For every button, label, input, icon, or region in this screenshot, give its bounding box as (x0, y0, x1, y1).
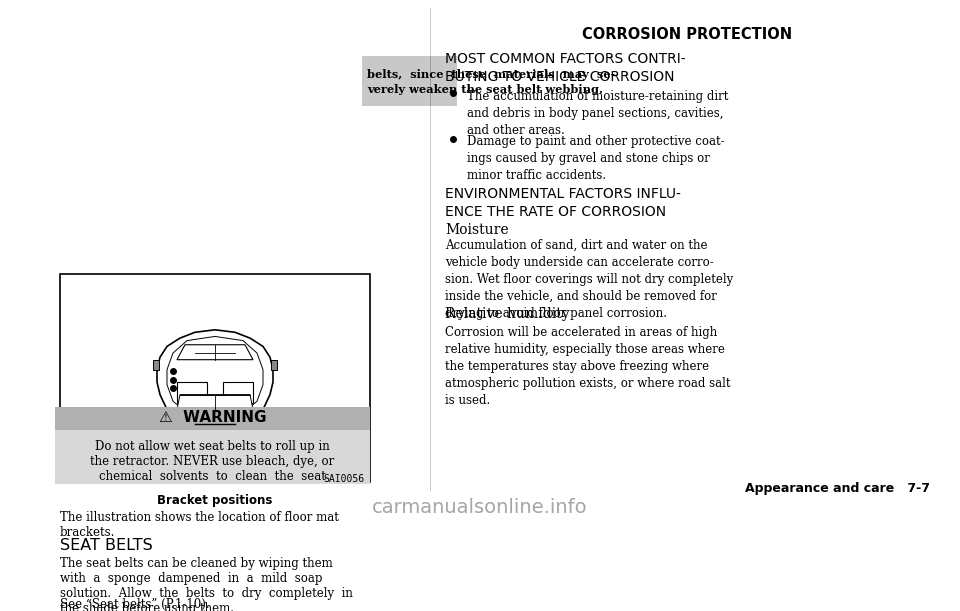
Text: SEAT BELTS: SEAT BELTS (60, 538, 153, 554)
PathPatch shape (177, 345, 253, 360)
Text: Do not allow wet seat belts to roll up in
the retractor. NEVER use bleach, dye, : Do not allow wet seat belts to roll up i… (90, 441, 335, 483)
Bar (153, 360, 159, 370)
Text: ENVIRONMENTAL FACTORS INFLU-
ENCE THE RATE OF CORROSION: ENVIRONMENTAL FACTORS INFLU- ENCE THE RA… (445, 187, 681, 219)
Text: Relative humidity: Relative humidity (445, 307, 569, 321)
Text: The accumulation of moisture-retaining dirt
and debris in body panel sections, c: The accumulation of moisture-retaining d… (467, 90, 729, 137)
Text: Damage to paint and other protective coat-
ings caused by gravel and stone chips: Damage to paint and other protective coa… (467, 136, 725, 183)
Text: carmanualsonline.info: carmanualsonline.info (372, 499, 588, 518)
Text: Bracket positions: Bracket positions (157, 494, 273, 507)
Text: ⚠  WARNING: ⚠ WARNING (158, 409, 266, 425)
Bar (223, 382, 253, 403)
Text: verely weaken the seat belt webbing.: verely weaken the seat belt webbing. (367, 84, 603, 95)
Bar (177, 382, 207, 403)
Text: SAI0056: SAI0056 (324, 474, 365, 483)
Text: Corrosion will be accelerated in areas of high
relative humidity, especially tho: Corrosion will be accelerated in areas o… (445, 326, 731, 407)
Bar (55, 430, 370, 485)
Text: belts,  since  these  materials  may  se-: belts, since these materials may se- (367, 69, 615, 80)
Bar (271, 360, 277, 370)
Text: Moisture: Moisture (445, 222, 509, 236)
Text: CORROSION PROTECTION: CORROSION PROTECTION (583, 27, 793, 42)
Text: The seat belts can be cleaned by wiping them
with  a  sponge  dampened  in  a  m: The seat belts can be cleaned by wiping … (60, 557, 353, 611)
PathPatch shape (177, 395, 253, 409)
PathPatch shape (157, 330, 273, 428)
Bar (60, 274, 370, 482)
Bar (55, 407, 370, 430)
Text: MOST COMMON FACTORS CONTRI-
BUTING TO VEHICLE CORROSION: MOST COMMON FACTORS CONTRI- BUTING TO VE… (445, 51, 685, 84)
Text: The illustration shows the location of floor mat
brackets.: The illustration shows the location of f… (60, 511, 339, 539)
Text: Appearance and care   7-7: Appearance and care 7-7 (745, 482, 930, 495)
Text: See “Seat belts” (P.1-10).: See “Seat belts” (P.1-10). (60, 598, 209, 611)
Text: Accumulation of sand, dirt and water on the
vehicle body underside can accelerat: Accumulation of sand, dirt and water on … (445, 240, 733, 320)
Bar (362, 56, 457, 106)
